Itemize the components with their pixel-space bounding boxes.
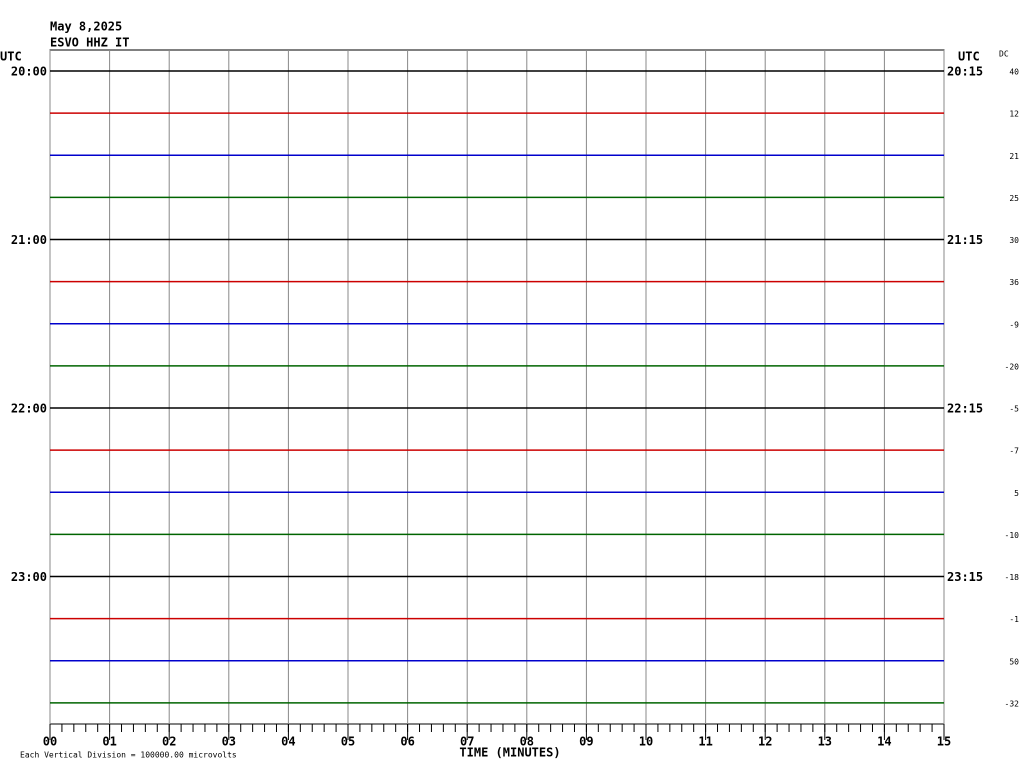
x-tick-label: 03 <box>222 735 236 749</box>
dc-value: 25 <box>1009 194 1019 203</box>
right-axis-label: UTC <box>958 50 980 64</box>
dc-value: 21 <box>1009 152 1019 161</box>
right-time-label: 20:15 <box>947 65 983 79</box>
x-tick-label: 12 <box>758 735 772 749</box>
x-tick-label: 11 <box>698 735 712 749</box>
dc-value: -5 <box>1009 405 1019 414</box>
left-time-label: 21:00 <box>11 233 47 247</box>
x-axis-label: TIME (MINUTES) <box>459 746 560 760</box>
dc-value: -7 <box>1009 447 1019 456</box>
dc-value: -18 <box>1005 573 1020 582</box>
left-time-label: 20:00 <box>11 65 47 79</box>
dc-value: -9 <box>1009 320 1019 329</box>
x-tick-label: 06 <box>400 735 414 749</box>
x-tick-label: 09 <box>579 735 593 749</box>
dc-value: -20 <box>1005 362 1020 371</box>
x-tick-label: 04 <box>281 735 295 749</box>
dc-value: 50 <box>1009 657 1019 666</box>
dc-value: -10 <box>1005 531 1020 540</box>
dc-label: DC <box>999 50 1009 59</box>
left-time-label: 23:00 <box>11 570 47 584</box>
right-time-label: 21:15 <box>947 233 983 247</box>
x-tick-label: 14 <box>877 735 891 749</box>
dc-value: 36 <box>1009 278 1019 287</box>
x-tick-label: 13 <box>818 735 832 749</box>
x-tick-label: 15 <box>937 735 951 749</box>
x-tick-label: 10 <box>639 735 653 749</box>
right-time-label: 22:15 <box>947 402 983 416</box>
x-tick-label: 07 <box>460 735 474 749</box>
left-axis-label: UTC <box>0 50 22 64</box>
x-tick-label: 05 <box>341 735 355 749</box>
scale-note: Each Vertical Division = 100000.00 micro… <box>20 751 237 760</box>
dc-value: -1 <box>1009 615 1019 624</box>
x-tick-label: 00 <box>43 735 57 749</box>
date: May 8,2025 <box>50 20 122 34</box>
x-tick-label: 08 <box>520 735 534 749</box>
dc-value: 5 <box>1014 489 1019 498</box>
x-tick-label: 01 <box>102 735 116 749</box>
station: ESVO HHZ IT <box>50 36 129 50</box>
dc-value: 40 <box>1009 68 1019 77</box>
plot-frame <box>49 49 945 725</box>
right-time-label: 23:15 <box>947 570 983 584</box>
dc-value: 12 <box>1009 110 1019 119</box>
left-time-label: 22:00 <box>11 402 47 416</box>
dc-value: 30 <box>1009 236 1019 245</box>
x-tick-label: 02 <box>162 735 176 749</box>
dc-value: -32 <box>1005 699 1020 708</box>
